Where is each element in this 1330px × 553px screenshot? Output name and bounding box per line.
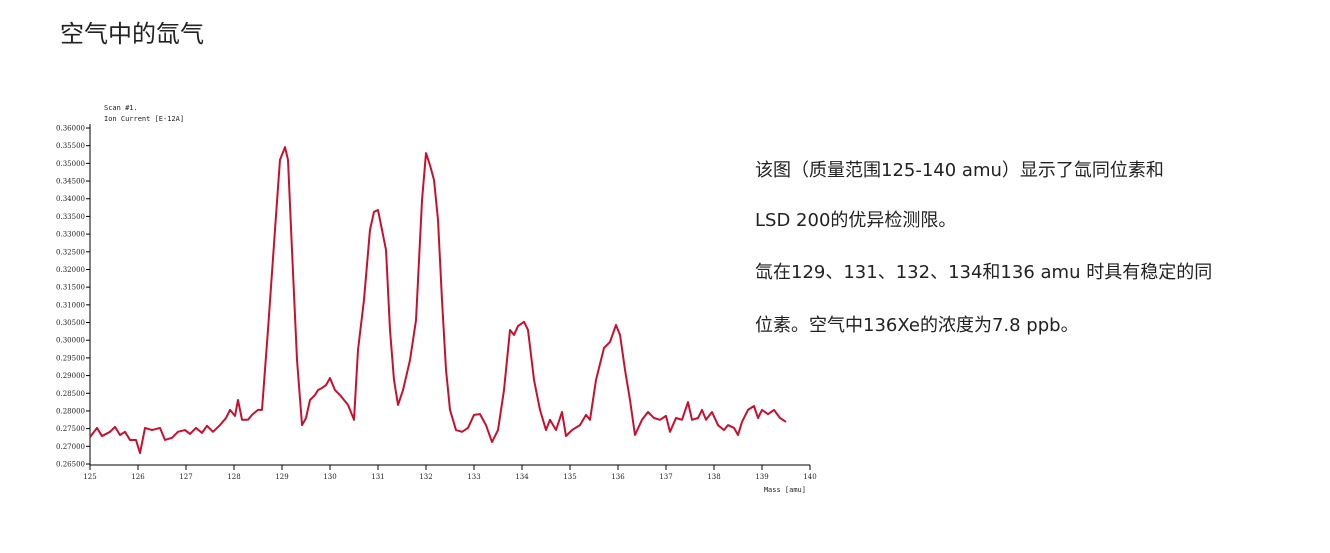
x-axis-label: Mass [amu] [764,486,806,494]
y-tick-label: 0.29000 [56,372,85,380]
x-tick-label: 131 [371,473,384,481]
x-tick-label: 138 [707,473,720,481]
chart-subtitle: Scan #1. [104,104,138,112]
x-tick-label: 136 [611,473,625,481]
y-tick-label: 0.32000 [56,266,85,274]
y-tick-label: 0.34500 [56,178,85,186]
y-axis-label: Ion Current [E-12A] [104,115,184,123]
x-tick-label: 129 [275,473,288,481]
y-tick-label: 0.30500 [56,319,85,327]
y-tick-label: 0.33500 [56,213,85,221]
x-tick-label: 125 [83,473,96,481]
y-tick-label: 0.31000 [56,301,85,309]
y-tick-label: 0.35000 [56,160,85,168]
description-line: LSD 200的优异检测限。 [755,210,956,231]
y-tick-label: 0.34000 [56,195,85,203]
y-tick-label: 0.36000 [56,125,85,133]
description-line: 该图（质量范围125-140 amu）显示了氙同位素和 [755,160,1164,181]
description-line: 位素。空气中136Xe的浓度为7.8 ppb。 [755,315,1079,336]
y-tick-label: 0.26500 [56,461,85,469]
x-tick-label: 126 [131,473,145,481]
x-tick-label: 132 [419,473,432,481]
heading: 空气中的氙气 [60,20,204,48]
data-line [89,146,787,455]
y-tick-label: 0.31500 [56,284,85,292]
x-tick-label: 128 [227,473,240,481]
y-tick-label: 0.27000 [56,443,85,451]
y-tick-label: 0.28000 [56,407,85,415]
y-tick-label: 0.32500 [56,248,85,256]
y-tick-label: 0.28500 [56,390,85,398]
x-tick-label: 133 [467,473,480,481]
y-tick-label: 0.29500 [56,354,85,362]
y-tick-label: 0.27500 [56,425,85,433]
y-tick-label: 0.35500 [56,142,85,150]
x-tick-label: 140 [803,473,816,481]
x-tick-label: 130 [323,473,336,481]
x-tick-label: 127 [179,473,192,481]
description-line: 氙在129、131、132、134和136 amu 时具有稳定的同 [755,262,1212,283]
y-tick-label: 0.30000 [56,337,85,345]
x-tick-label: 134 [515,473,529,481]
x-tick-label: 137 [659,473,672,481]
x-tick-label: 139 [755,473,768,481]
y-tick-label: 0.33000 [56,231,85,239]
x-tick-label: 135 [563,473,576,481]
